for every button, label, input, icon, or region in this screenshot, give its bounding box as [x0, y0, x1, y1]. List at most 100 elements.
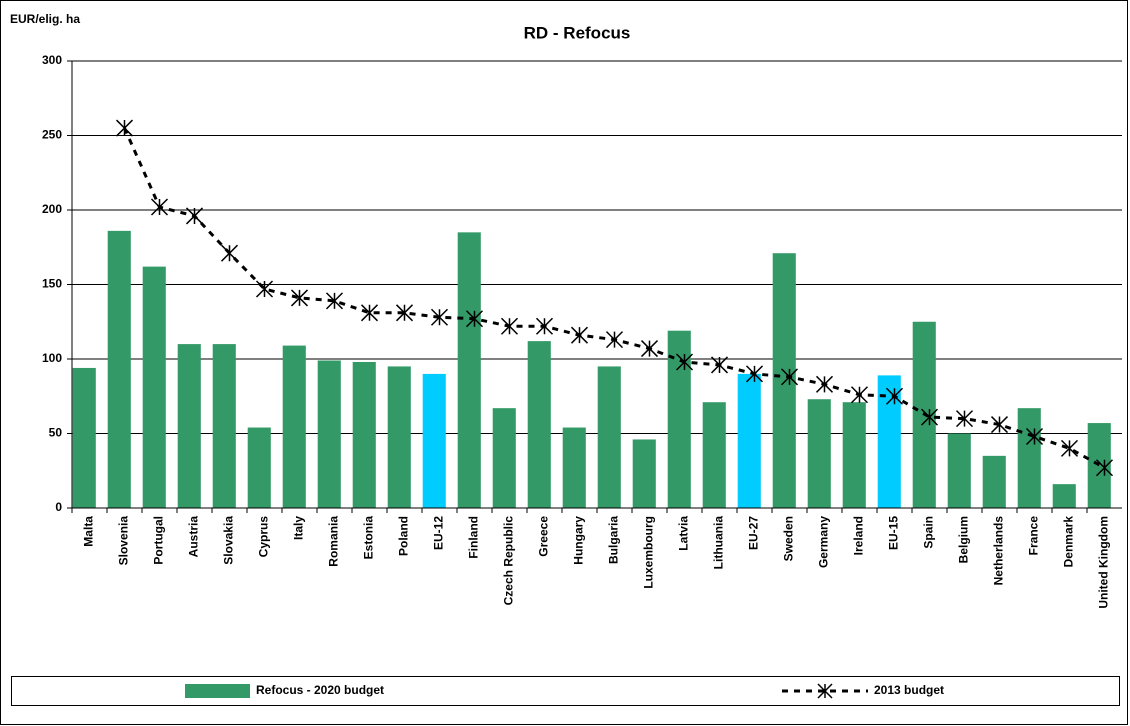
line-marker	[115, 119, 134, 137]
x-tick-label: EU-15	[887, 516, 901, 550]
bar	[1087, 423, 1111, 508]
bar	[1017, 408, 1041, 508]
x-tick-label: France	[1027, 516, 1041, 556]
bar	[282, 345, 306, 508]
bar	[387, 366, 411, 508]
y-tick-label: 50	[49, 426, 63, 440]
line-marker	[640, 340, 659, 358]
line-marker	[570, 326, 589, 344]
bar	[72, 367, 96, 508]
chart-title: RD - Refocus	[524, 23, 631, 42]
x-tick-label: Romania	[327, 516, 341, 567]
x-tick-label: Lithuania	[712, 516, 726, 570]
bar	[737, 373, 761, 508]
y-axis-label: EUR/elig. ha	[10, 12, 80, 26]
bar	[772, 253, 796, 508]
bar	[212, 344, 236, 508]
x-tick-label: Latvia	[677, 516, 691, 551]
x-tick-label: Slovakia	[222, 516, 236, 565]
line-marker	[185, 207, 204, 225]
line-marker	[885, 387, 904, 405]
line-marker	[710, 356, 729, 374]
line-marker	[605, 331, 624, 349]
x-tick-label: Slovenia	[117, 516, 131, 566]
line-marker	[465, 310, 484, 328]
bar	[142, 266, 166, 508]
x-tick-label: Poland	[397, 516, 411, 556]
bar	[562, 427, 586, 508]
line-marker	[535, 317, 554, 335]
x-tick-label: Belgium	[957, 516, 971, 563]
x-tick-label: Denmark	[1062, 516, 1076, 568]
x-tick-label: Finland	[467, 516, 481, 559]
bar	[107, 230, 131, 509]
x-tick-label: Malta	[82, 516, 96, 547]
y-tick-label: 0	[55, 500, 62, 514]
line-marker	[150, 198, 169, 216]
line-marker	[1025, 427, 1044, 446]
bar	[702, 402, 726, 508]
x-tick-label: Bulgaria	[607, 516, 621, 564]
line-marker	[815, 375, 834, 393]
legend-swatch	[185, 684, 250, 698]
line-marker	[255, 280, 274, 298]
line-marker	[1060, 439, 1079, 457]
x-tick-label: Austria	[187, 516, 201, 558]
line-marker	[745, 365, 764, 383]
x-tick-label: Spain	[922, 516, 936, 549]
x-tick-label: Cyprus	[257, 516, 271, 558]
line-marker	[955, 410, 974, 428]
bar	[1052, 484, 1076, 508]
bar	[247, 427, 271, 508]
line-marker	[675, 353, 694, 371]
line-marker	[500, 317, 519, 335]
x-tick-label: Italy	[292, 516, 306, 540]
x-tick-label: EU-12	[432, 516, 446, 550]
x-tick-label: Netherlands	[992, 516, 1006, 586]
bar	[317, 360, 341, 508]
y-tick-label: 200	[42, 202, 62, 216]
line-marker	[920, 408, 939, 426]
bar	[807, 399, 831, 508]
line-marker	[990, 416, 1009, 434]
bar	[842, 402, 866, 508]
y-tick-label: 100	[42, 351, 62, 365]
bar	[632, 439, 656, 508]
x-tick-label: Greece	[537, 516, 551, 557]
legend-box	[11, 676, 1120, 706]
bar	[492, 408, 516, 508]
bar	[877, 375, 901, 508]
y-tick-label: 250	[42, 128, 62, 142]
legend-label: Refocus - 2020 budget	[256, 683, 384, 697]
legend-label: 2013 budget	[874, 683, 944, 697]
x-tick-label: EU-27	[747, 516, 761, 550]
x-tick-label: Portugal	[152, 516, 166, 565]
x-tick-label: Czech Republic	[502, 516, 516, 606]
bar	[527, 341, 551, 508]
bar	[667, 330, 691, 508]
line-group	[115, 119, 1114, 477]
x-tick-label: Luxembourg	[642, 516, 656, 589]
bar	[457, 232, 481, 508]
x-tick-label: Sweden	[782, 516, 796, 561]
x-tick-label: Estonia	[362, 516, 376, 560]
line-marker	[1095, 459, 1114, 477]
bar	[422, 373, 446, 508]
line-marker	[430, 308, 449, 326]
bar	[352, 361, 376, 508]
line-marker	[325, 292, 344, 310]
line-marker	[290, 289, 309, 307]
bar	[177, 344, 201, 508]
x-tick-label: Hungary	[572, 516, 586, 565]
x-tick-label: United Kingdom	[1097, 516, 1111, 609]
y-tick-label: 150	[42, 277, 62, 291]
legend-marker	[817, 683, 833, 699]
bar	[947, 433, 971, 508]
line-marker	[360, 304, 379, 322]
x-tick-label: Ireland	[852, 516, 866, 555]
bar	[597, 366, 621, 508]
bar	[982, 455, 1006, 508]
y-tick-label: 300	[42, 53, 62, 67]
